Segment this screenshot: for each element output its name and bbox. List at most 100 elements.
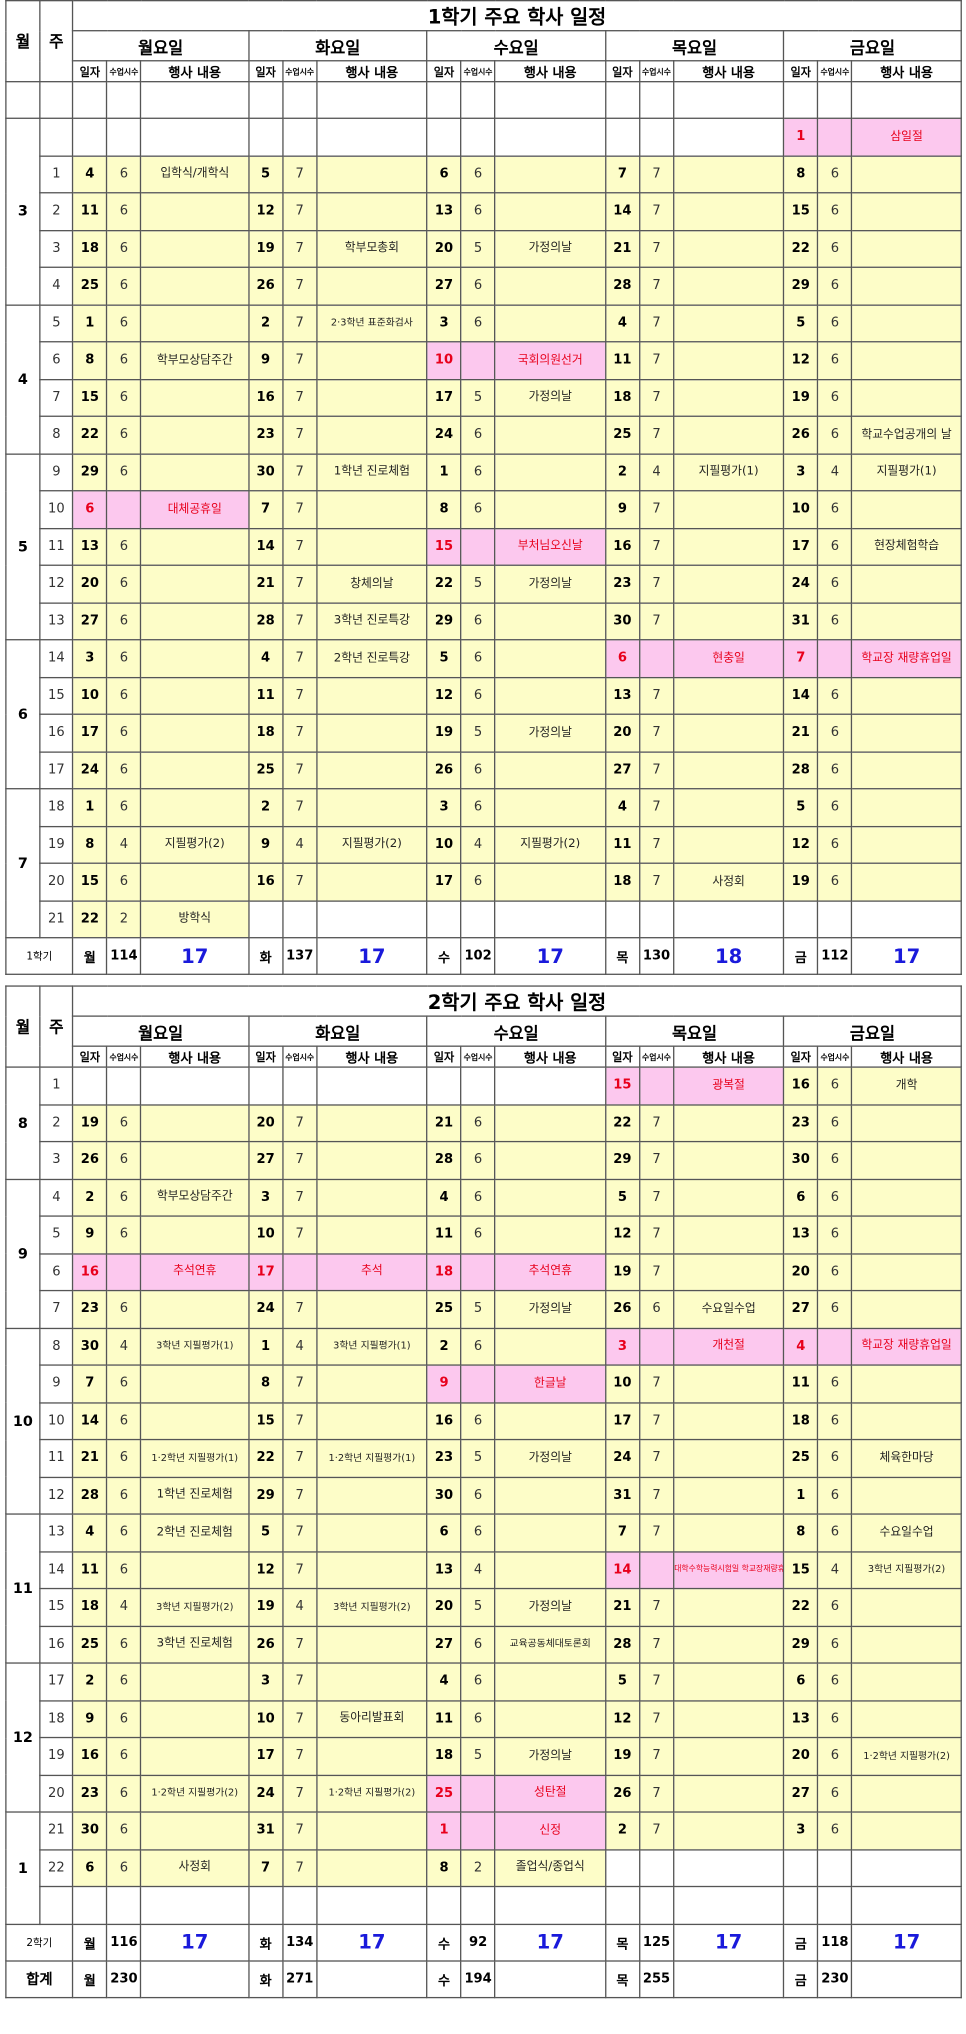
event-cell (851, 154, 962, 194)
holiday-event: 개천절 (672, 1327, 785, 1366)
week-row: 5 9 29 6 30 7 1학년 진로체험 1 6 2 4 지필평가(1) 3 4 지필평가(1) (5, 452, 962, 641)
summary-label: 1학기 (5, 937, 74, 975)
hours-cell: 7 (282, 564, 318, 604)
hours-cell: 6 (817, 154, 853, 194)
hours-subheader: 수업시수 (106, 60, 142, 83)
date-cell: 4 (72, 154, 108, 194)
event-cell: 2학년 진로체험 (140, 1513, 250, 1552)
week-row: 1 4 6 입학식/개학식 5 7 6 6 7 7 8 6 (6, 154, 962, 194)
holiday-event: 국회의원선거 (494, 341, 606, 380)
week-row: 8 22 6 23 7 24 6 25 7 26 6 학교수업공개의 날 (6, 415, 962, 455)
event-cell (316, 1401, 428, 1441)
hours-subheader: 수업시수 (106, 1045, 142, 1068)
hours-cell: 7 (282, 1476, 318, 1515)
hours-cell: 6 (106, 639, 142, 678)
hours-cell: 6 (106, 788, 142, 827)
date-cell: 22 (783, 1587, 819, 1627)
date-cell: 12 (783, 825, 819, 864)
summary-day: 목 (604, 1959, 641, 1998)
hours-cell: 6 (460, 490, 496, 529)
event-cell (316, 1513, 428, 1552)
blank-cell (39, 81, 74, 119)
date-subheader: 일자 (426, 1045, 462, 1068)
date-cell: 28 (426, 1140, 462, 1180)
event-cell (851, 1178, 962, 1217)
summary-hours: 114 (106, 937, 142, 975)
week-header: 주 (39, 0, 74, 83)
hours-cell (282, 117, 318, 157)
month-label: 7 (5, 788, 41, 939)
event-subheader: 행사 내용 (851, 60, 962, 83)
holiday-event: 한글날 (494, 1364, 606, 1403)
week-number: 9 (39, 452, 74, 492)
holiday-hours (817, 1327, 853, 1366)
event-cell (316, 1811, 428, 1850)
event-cell (494, 1215, 606, 1254)
event-cell (851, 1476, 962, 1515)
event-cell (494, 117, 606, 157)
hours-cell: 7 (282, 639, 318, 678)
event-cell (140, 1699, 250, 1739)
hours-cell (638, 1848, 675, 1888)
week-row: 12 17 2 6 3 7 4 6 5 7 6 6 (5, 1662, 962, 1813)
date-cell: 9 (247, 341, 284, 380)
date-cell: 24 (247, 1289, 284, 1329)
date-cell: 3 (426, 788, 462, 827)
semester-title: 2학기 주요 학사 일정 (72, 985, 962, 1017)
hours-cell: 6 (106, 1811, 142, 1850)
summary-hours: 130 (638, 937, 675, 975)
holiday-hours (106, 1252, 142, 1292)
event-cell (140, 229, 250, 268)
event-cell (672, 1438, 785, 1478)
hours-cell: 6 (817, 825, 853, 864)
event-cell: 동아리발표회 (316, 1699, 428, 1739)
hours-cell: 7 (638, 192, 675, 231)
hours-cell: 7 (638, 1178, 675, 1217)
holiday-date: 6 (604, 639, 641, 678)
date-cell (72, 117, 108, 157)
date-cell: 8 (783, 1513, 819, 1552)
date-cell: 14 (72, 1401, 108, 1441)
hours-cell (282, 1066, 318, 1105)
event-cell (316, 1476, 428, 1515)
hours-cell: 6 (817, 1289, 853, 1329)
holiday-event: 신정 (494, 1811, 606, 1850)
date-cell: 31 (604, 1476, 641, 1515)
hours-cell: 7 (282, 1438, 318, 1478)
date-cell: 1 (72, 303, 108, 343)
event-cell (140, 676, 250, 715)
week-number: 21 (39, 899, 74, 939)
hours-cell: 6 (460, 266, 496, 306)
date-cell: 21 (604, 1587, 641, 1627)
event-cell (140, 415, 250, 455)
date-cell: 6 (72, 1848, 108, 1888)
hours-cell: 4 (106, 1327, 142, 1366)
week-number: 5 (39, 1215, 74, 1254)
holiday-date: 15 (604, 1066, 641, 1105)
holiday-date: 16 (72, 1252, 108, 1292)
date-cell: 30 (426, 1476, 462, 1515)
event-cell (494, 899, 606, 939)
event-cell (494, 490, 606, 529)
event-cell (494, 862, 606, 902)
week-row: 6 16 추석연휴 17 추석 18 추석연휴 19 7 20 6 (6, 1252, 962, 1292)
summary-day: 금 (783, 1959, 819, 1998)
blank-cell (426, 81, 462, 119)
event-cell (672, 1587, 785, 1627)
hours-cell: 4 (282, 825, 318, 864)
holiday-hours (460, 341, 496, 380)
blank-cell (494, 81, 606, 119)
date-cell: 25 (247, 750, 284, 790)
event-cell (494, 1401, 606, 1441)
date-cell: 11 (72, 192, 108, 231)
date-cell: 24 (783, 564, 819, 604)
event-cell: 창체의날 (316, 564, 428, 604)
hours-subheader: 수업시수 (460, 60, 496, 83)
week-number: 20 (39, 1774, 74, 1813)
event-cell (851, 825, 962, 864)
week-number: 2 (39, 1103, 74, 1143)
hours-cell: 6 (460, 1476, 496, 1515)
date-cell: 8 (426, 490, 462, 529)
